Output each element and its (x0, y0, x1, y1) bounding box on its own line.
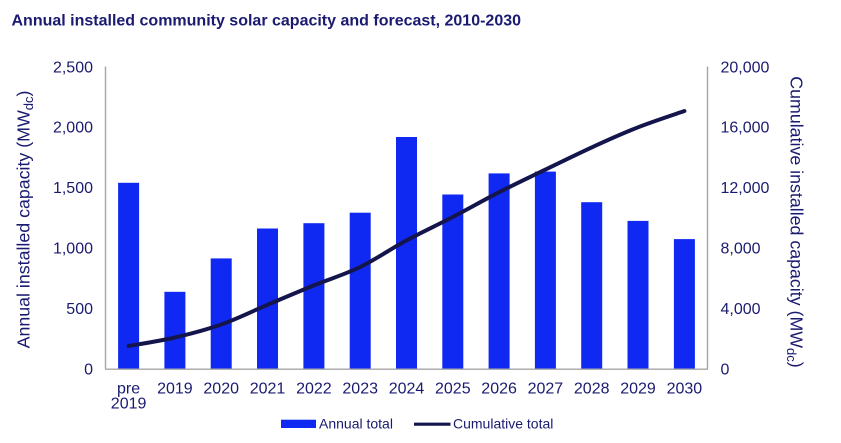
svg-text:Annual installed capacity (MWd: Annual installed capacity (MWdc) (14, 91, 37, 349)
svg-text:Annual total: Annual total (319, 416, 393, 432)
svg-text:1,000: 1,000 (53, 241, 93, 258)
svg-text:16,000: 16,000 (721, 120, 770, 137)
svg-text:4,000: 4,000 (721, 301, 761, 318)
svg-text:2027: 2027 (528, 380, 564, 397)
svg-text:2028: 2028 (574, 380, 610, 397)
svg-text:12,000: 12,000 (721, 180, 770, 197)
svg-text:2026: 2026 (481, 380, 517, 397)
svg-text:20,000: 20,000 (721, 59, 770, 76)
svg-text:2,000: 2,000 (53, 120, 93, 137)
svg-text:2019: 2019 (111, 395, 147, 412)
svg-text:1,500: 1,500 (53, 180, 93, 197)
svg-text:2022: 2022 (296, 380, 332, 397)
svg-text:Cumulative total: Cumulative total (453, 416, 553, 432)
svg-text:2021: 2021 (250, 380, 286, 397)
svg-text:2024: 2024 (389, 380, 425, 397)
svg-text:0: 0 (721, 361, 730, 378)
svg-text:0: 0 (84, 361, 93, 378)
svg-text:8,000: 8,000 (721, 241, 761, 258)
svg-text:2,500: 2,500 (53, 59, 93, 76)
svg-text:Annual installed community sol: Annual installed community solar capacit… (12, 13, 522, 30)
svg-text:pre: pre (117, 380, 140, 397)
svg-text:2020: 2020 (203, 380, 239, 397)
svg-text:500: 500 (66, 301, 93, 318)
svg-text:2025: 2025 (435, 380, 471, 397)
svg-text:2029: 2029 (620, 380, 656, 397)
svg-text:2023: 2023 (342, 380, 378, 397)
svg-text:2019: 2019 (157, 380, 193, 397)
svg-text:Cumulative installed capacity: Cumulative installed capacity (MWdc) (784, 76, 807, 367)
svg-text:2030: 2030 (667, 380, 703, 397)
